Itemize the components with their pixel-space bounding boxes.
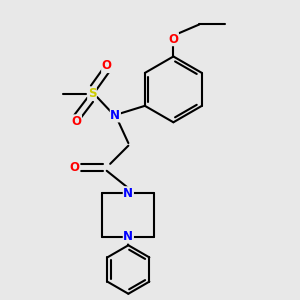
Text: O: O: [71, 115, 81, 128]
Text: O: O: [168, 33, 178, 46]
Text: O: O: [70, 161, 80, 174]
Text: N: N: [110, 109, 120, 122]
Text: O: O: [102, 59, 112, 73]
Text: N: N: [123, 230, 133, 243]
Text: N: N: [123, 187, 133, 200]
Text: S: S: [88, 87, 96, 100]
